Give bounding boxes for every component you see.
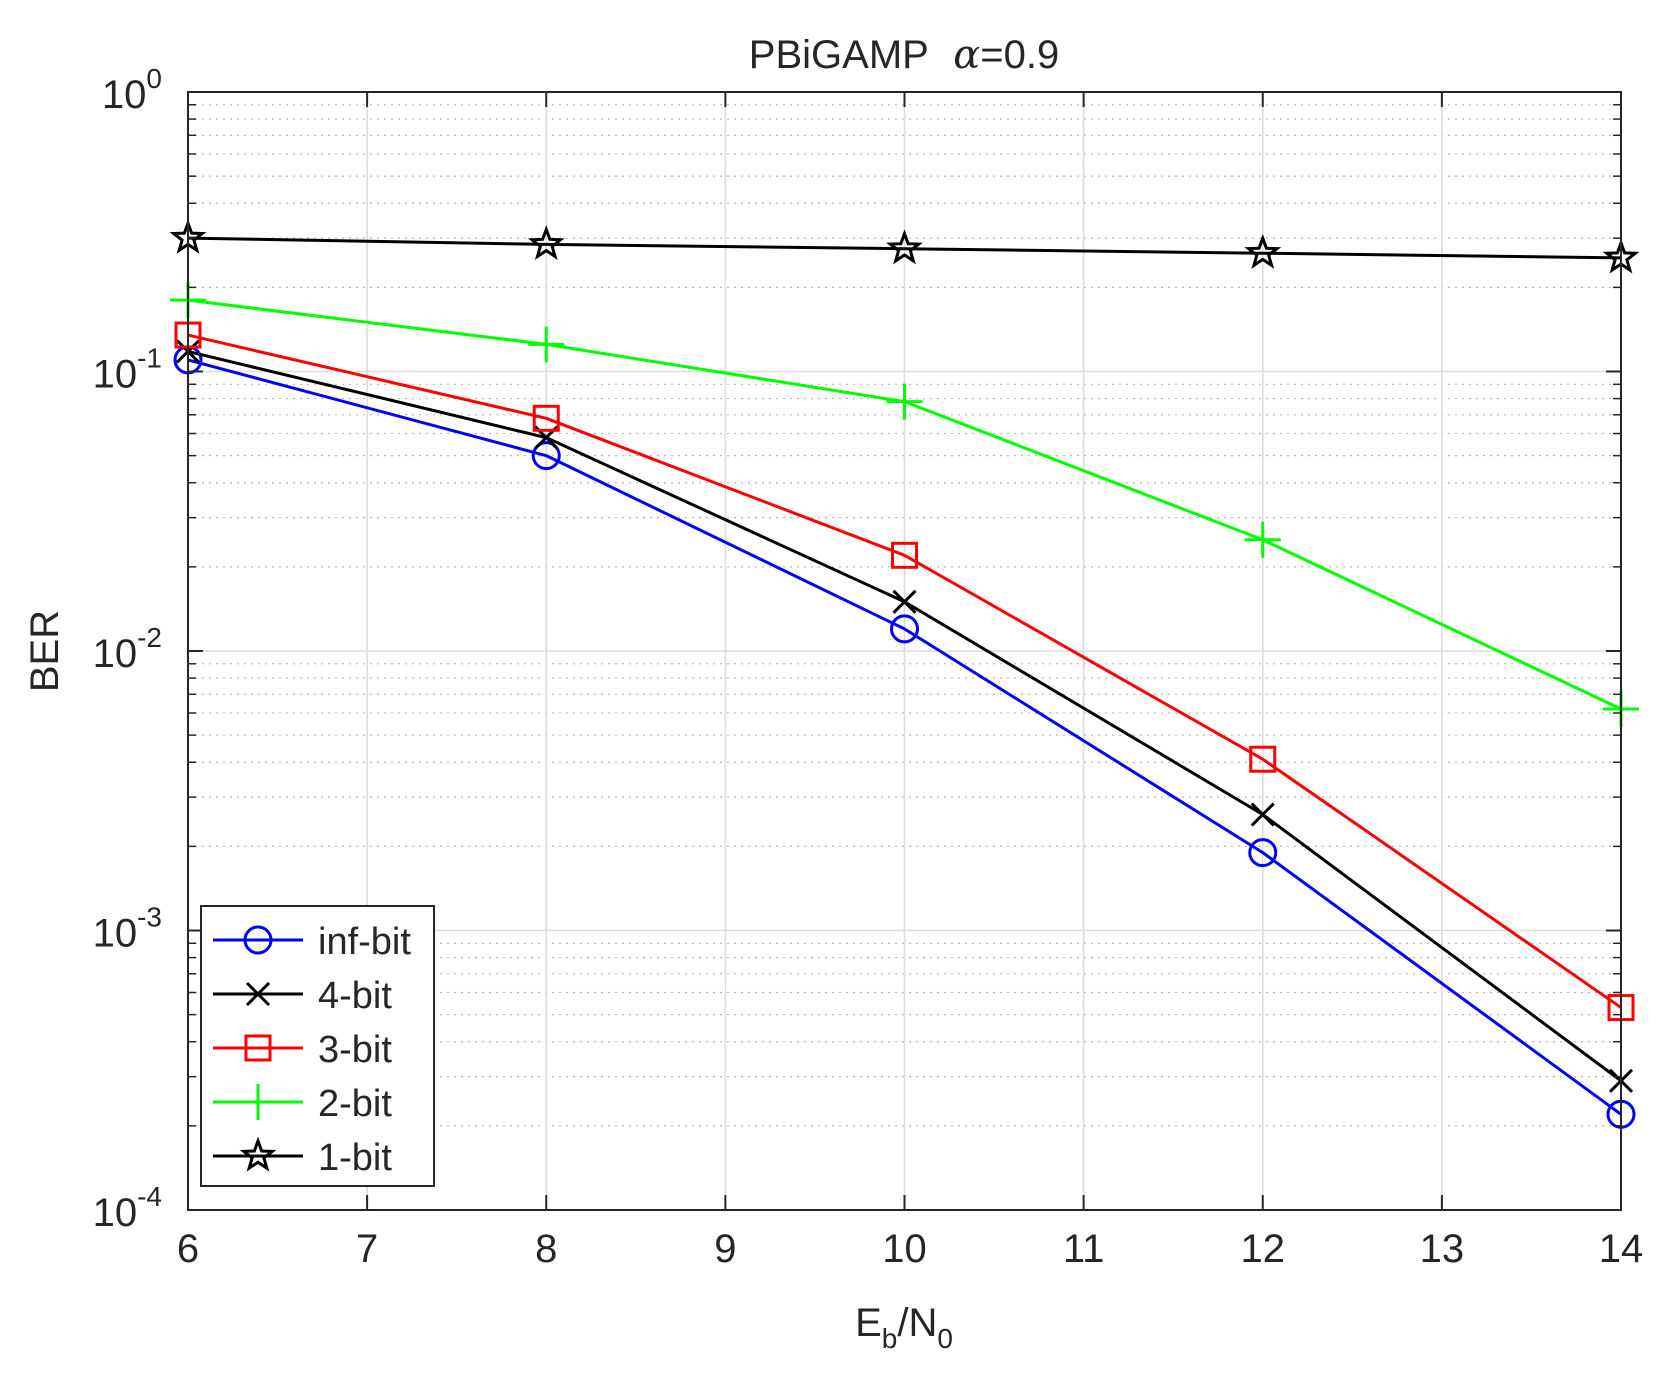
legend-marker: [243, 925, 273, 955]
x-tick-label: 12: [1241, 1227, 1286, 1271]
data-point-3-bit: [532, 404, 560, 432]
data-point-inf-bit: [890, 614, 919, 644]
y-tick-label-exponent: -2: [137, 622, 162, 653]
data-point-1-bit: [886, 229, 923, 265]
x-tick-label: 10: [882, 1227, 927, 1271]
x-tick-label: 7: [356, 1227, 378, 1271]
legend-entry-inf-bit: inf-bit: [213, 921, 411, 963]
x-tick-label: 9: [714, 1227, 736, 1271]
y-tick-label: 10-1: [93, 343, 162, 397]
legend-marker: [240, 1084, 276, 1120]
legend-entry-1-bit: 1-bit: [213, 1136, 392, 1179]
data-point-2-bit: [1244, 521, 1281, 558]
legend-marker: [245, 981, 271, 1007]
legend-label: 4-bit: [318, 975, 392, 1017]
data-point-3-bit: [1249, 745, 1277, 773]
series-line-3-bit: [187, 333, 1622, 1009]
data-point-inf-bit: [1248, 838, 1278, 868]
y-tick-label: 10-3: [93, 902, 162, 956]
series-layer: [169, 218, 1640, 1129]
data-point-2-bit: [528, 326, 565, 363]
y-tick-label-exponent: -1: [137, 343, 162, 374]
y-tick-label-base: 10: [93, 353, 138, 397]
y-axis-label: BER: [23, 610, 67, 692]
x-tick-label: 6: [177, 1227, 199, 1271]
title-symbol: α: [953, 32, 980, 78]
major-grid: [188, 92, 1621, 1210]
series-line-inf-bit: [187, 358, 1622, 1116]
legend-label: 1-bit: [318, 1137, 392, 1179]
data-point-3-bit: [891, 541, 918, 569]
legend-label: 3-bit: [318, 1029, 392, 1071]
y-tick-label-exponent: -4: [137, 1181, 162, 1212]
x-label-sub2: 0: [937, 1323, 953, 1354]
y-tick-label-base: 10: [93, 912, 138, 956]
legend-label: 2-bit: [318, 1083, 392, 1125]
series-2-bit: [170, 282, 1639, 728]
x-tick-label: 13: [1420, 1227, 1465, 1271]
x-label-mid: /N: [897, 1301, 937, 1345]
legend-marker: [239, 1136, 277, 1172]
legend-entry-2-bit: 2-bit: [213, 1083, 392, 1125]
y-tick-label-exponent: -3: [137, 902, 162, 933]
data-point-2-bit: [886, 383, 923, 420]
title-suffix: =0.9: [980, 33, 1059, 77]
x-axis-label: Eb/N0: [855, 1301, 953, 1354]
legend-entry-4-bit: 4-bit: [213, 975, 392, 1017]
data-point-1-bit: [1244, 233, 1282, 269]
data-point-1-bit: [527, 224, 565, 261]
x-tick-label: 8: [535, 1227, 557, 1271]
title-prefix: PBiGAMP: [749, 33, 928, 77]
y-tick-label-base: 10: [93, 1191, 138, 1235]
legend-entry-3-bit: 3-bit: [213, 1029, 392, 1071]
x-tick-label: 14: [1599, 1227, 1644, 1271]
x-tick-label: 11: [1063, 1227, 1105, 1271]
series-line-1-bit: [187, 236, 1622, 260]
data-point-4-bit: [1250, 802, 1275, 827]
legend-marker: [244, 1034, 272, 1062]
x-label-base: E: [855, 1301, 882, 1345]
y-tick-label: 10-4: [93, 1181, 162, 1235]
y-tick-label-base: 10: [102, 73, 147, 117]
data-point-4-bit: [892, 589, 917, 614]
legend-label: inf-bit: [318, 921, 411, 963]
legend-box: [200, 905, 435, 1187]
y-tick-label: 100: [102, 63, 162, 117]
y-tick-label-exponent: 0: [146, 63, 162, 94]
minor-grid: [188, 104, 1621, 1127]
y-tick-label-base: 10: [93, 632, 138, 676]
chart-title: PBiGAMP α=0.9: [749, 32, 1059, 78]
data-point-inf-bit: [531, 441, 561, 471]
x-label-sub1: b: [882, 1323, 898, 1354]
y-tick-label: 10-2: [93, 622, 162, 676]
legend: inf-bit 4-bit 3-bit 2-bit 1-bit: [200, 905, 435, 1187]
